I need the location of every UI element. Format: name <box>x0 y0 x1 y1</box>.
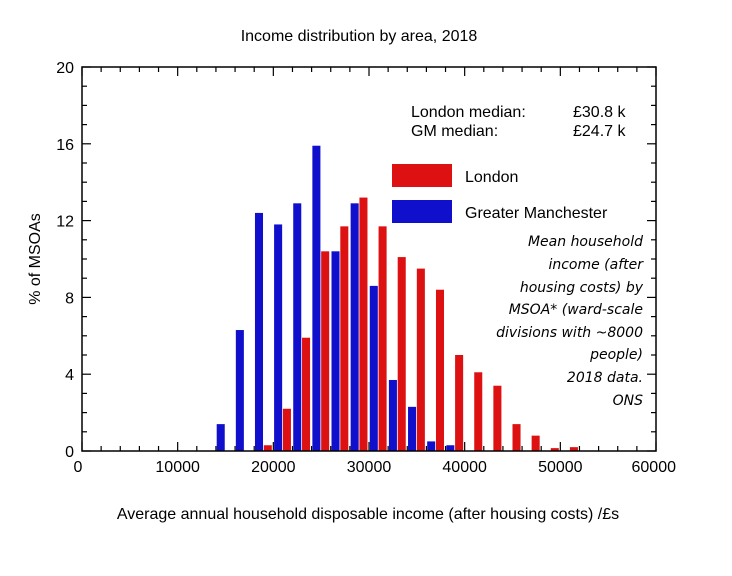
bar-london <box>302 337 311 451</box>
bar-london <box>512 424 521 451</box>
bar-london <box>359 197 368 451</box>
gm-median-label: GM median: <box>411 123 498 140</box>
plot-frame <box>81 66 657 452</box>
bar-greater-manchester <box>274 224 283 451</box>
x-tick-label: 60000 <box>632 459 677 476</box>
x-tick-labels: 0 10000 20000 30000 40000 50000 60000 <box>74 459 677 476</box>
bar-london <box>455 355 464 451</box>
bar-greater-manchester <box>388 379 397 451</box>
y-tick-label: 20 <box>56 60 74 77</box>
x-tick-label: 0 <box>74 459 83 476</box>
bar-london <box>416 268 425 451</box>
x-tick-label: 30000 <box>347 459 392 476</box>
y-tick-labels: 0 4 8 12 16 20 <box>56 60 74 461</box>
y-tick-label: 12 <box>56 214 74 231</box>
bar-greater-manchester <box>293 203 302 451</box>
legend-swatch-london <box>392 164 452 187</box>
bar-greater-manchester <box>216 424 225 451</box>
bar-greater-manchester <box>446 445 455 451</box>
x-tick-label: 10000 <box>155 459 200 476</box>
bar-greater-manchester <box>408 406 417 451</box>
legend-label-london: London <box>465 169 518 186</box>
legend: London Greater Manchester <box>392 164 608 223</box>
note-line: income (after <box>548 257 644 273</box>
bars-group <box>216 145 578 451</box>
london-median-label: London median: <box>411 104 526 121</box>
x-tick-label: 20000 <box>251 459 296 476</box>
bar-london <box>263 445 272 451</box>
bar-london <box>531 435 540 451</box>
bar-london <box>378 226 387 451</box>
bar-greater-manchester <box>369 285 378 451</box>
bar-greater-manchester <box>350 203 359 451</box>
bar-greater-manchester <box>254 212 264 451</box>
note-line: ONS <box>613 393 643 409</box>
bar-london <box>569 447 578 451</box>
y-tick-label: 8 <box>65 290 74 307</box>
bar-london <box>550 448 559 451</box>
legend-swatch-greater-manchester <box>392 200 452 223</box>
x-tick-label: 50000 <box>538 459 583 476</box>
bar-greater-manchester <box>312 145 321 451</box>
note-line: 2018 data. <box>567 370 643 386</box>
bar-greater-manchester <box>235 330 244 451</box>
legend-label-greater-manchester: Greater Manchester <box>465 205 608 222</box>
x-tick-label: 40000 <box>442 459 487 476</box>
bar-london <box>397 257 406 451</box>
london-median-value: £30.8 k <box>573 104 626 121</box>
bar-london <box>493 385 502 451</box>
y-tick-label: 4 <box>65 367 74 384</box>
note-line: MSOA* (ward-scale <box>509 302 643 318</box>
bar-london <box>321 251 330 451</box>
bar-london <box>340 226 349 451</box>
bar-greater-manchester <box>427 441 436 451</box>
note-line: Mean household <box>528 234 643 250</box>
y-axis-label: % of MSOAs <box>27 213 44 305</box>
y-tick-label: 0 <box>65 444 74 461</box>
bar-london <box>474 372 483 451</box>
bar-greater-manchester <box>331 251 340 451</box>
note-line: housing costs) by <box>520 280 644 296</box>
note-block: Mean household income (after housing cos… <box>496 234 644 409</box>
bar-london <box>435 289 445 451</box>
y-tick-label: 16 <box>56 137 74 154</box>
gm-median-value: £24.7 k <box>573 123 626 140</box>
note-line: people) <box>589 347 643 363</box>
bar-london <box>282 408 291 451</box>
x-axis-label: Average annual household disposable inco… <box>117 506 619 523</box>
chart-title: Income distribution by area, 2018 <box>241 28 478 45</box>
note-line: divisions with ~8000 <box>496 325 643 341</box>
